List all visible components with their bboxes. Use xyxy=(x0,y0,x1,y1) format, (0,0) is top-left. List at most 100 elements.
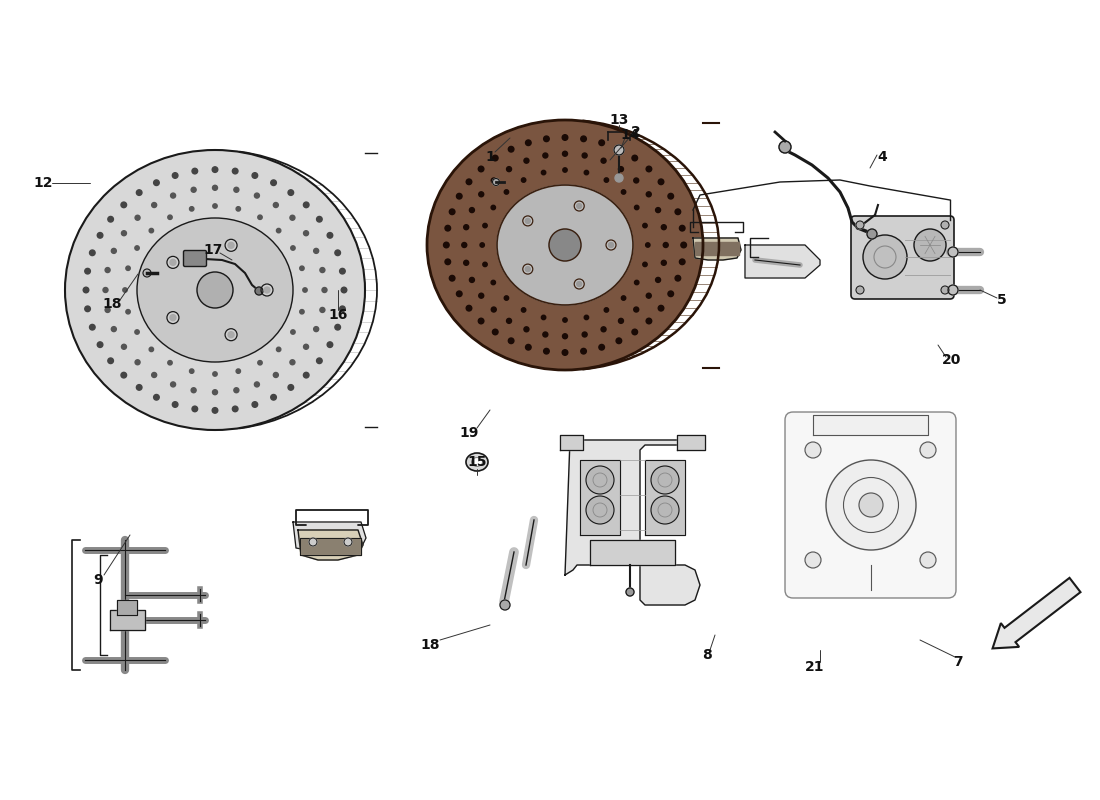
Circle shape xyxy=(681,242,686,248)
Circle shape xyxy=(189,206,194,211)
Circle shape xyxy=(173,173,178,178)
Circle shape xyxy=(191,187,196,192)
Circle shape xyxy=(290,246,295,250)
Circle shape xyxy=(680,259,685,265)
Circle shape xyxy=(526,140,531,146)
Circle shape xyxy=(152,373,156,378)
Ellipse shape xyxy=(65,150,365,430)
Circle shape xyxy=(121,202,126,208)
Circle shape xyxy=(170,193,176,198)
Circle shape xyxy=(121,230,126,236)
Circle shape xyxy=(598,345,605,350)
Circle shape xyxy=(521,308,526,312)
Circle shape xyxy=(948,247,958,257)
FancyArrow shape xyxy=(992,578,1080,649)
Circle shape xyxy=(543,348,549,354)
Circle shape xyxy=(226,239,238,251)
Circle shape xyxy=(562,134,568,140)
Circle shape xyxy=(169,314,176,321)
Circle shape xyxy=(320,307,324,313)
Circle shape xyxy=(191,388,196,393)
Circle shape xyxy=(446,226,451,231)
Circle shape xyxy=(541,315,546,320)
Circle shape xyxy=(290,360,295,365)
Circle shape xyxy=(500,600,510,610)
Circle shape xyxy=(492,178,496,183)
Circle shape xyxy=(581,348,586,354)
Circle shape xyxy=(135,215,140,220)
Circle shape xyxy=(232,406,238,412)
Polygon shape xyxy=(560,435,583,450)
Circle shape xyxy=(314,326,319,332)
Circle shape xyxy=(562,151,568,156)
Circle shape xyxy=(614,145,624,155)
Circle shape xyxy=(189,369,194,374)
Circle shape xyxy=(524,158,529,163)
Circle shape xyxy=(543,136,549,142)
Circle shape xyxy=(675,275,681,281)
Circle shape xyxy=(634,307,639,312)
Circle shape xyxy=(271,180,276,186)
Circle shape xyxy=(212,390,218,394)
Text: 9: 9 xyxy=(94,573,102,587)
Circle shape xyxy=(920,442,936,458)
Polygon shape xyxy=(293,522,366,552)
Circle shape xyxy=(658,306,663,311)
Circle shape xyxy=(85,306,90,312)
Text: 20: 20 xyxy=(943,353,961,367)
Circle shape xyxy=(302,288,307,292)
Polygon shape xyxy=(745,245,820,278)
Circle shape xyxy=(97,342,103,347)
Text: 5: 5 xyxy=(997,293,1006,307)
Circle shape xyxy=(470,207,474,213)
Circle shape xyxy=(478,192,484,197)
Circle shape xyxy=(521,178,526,182)
Circle shape xyxy=(563,168,568,172)
Circle shape xyxy=(504,190,508,194)
Circle shape xyxy=(135,246,140,250)
Circle shape xyxy=(656,207,661,213)
Circle shape xyxy=(492,307,496,312)
Circle shape xyxy=(254,193,260,198)
FancyBboxPatch shape xyxy=(184,250,207,266)
Circle shape xyxy=(288,385,294,390)
Text: 18: 18 xyxy=(420,638,440,652)
Circle shape xyxy=(859,493,883,517)
Circle shape xyxy=(254,382,260,387)
Circle shape xyxy=(261,284,273,296)
Circle shape xyxy=(632,329,638,334)
Circle shape xyxy=(634,178,639,183)
Circle shape xyxy=(456,291,462,297)
Circle shape xyxy=(506,318,512,323)
Circle shape xyxy=(464,225,469,230)
Circle shape xyxy=(212,372,217,376)
Polygon shape xyxy=(590,540,675,565)
Circle shape xyxy=(152,202,156,207)
Circle shape xyxy=(466,306,472,311)
Circle shape xyxy=(856,286,864,294)
Circle shape xyxy=(228,242,234,248)
Circle shape xyxy=(135,330,140,334)
Circle shape xyxy=(276,229,280,233)
Circle shape xyxy=(108,358,113,363)
Circle shape xyxy=(466,179,472,185)
Circle shape xyxy=(604,308,608,312)
Circle shape xyxy=(197,272,233,308)
Circle shape xyxy=(542,332,548,337)
Circle shape xyxy=(562,350,568,355)
Circle shape xyxy=(646,242,650,247)
Circle shape xyxy=(340,306,345,312)
Circle shape xyxy=(150,229,154,233)
Circle shape xyxy=(212,186,218,190)
Circle shape xyxy=(779,141,791,153)
Circle shape xyxy=(97,233,103,238)
Circle shape xyxy=(344,538,352,546)
Circle shape xyxy=(601,158,606,163)
Circle shape xyxy=(642,223,647,228)
Circle shape xyxy=(582,332,587,337)
Circle shape xyxy=(604,178,608,182)
Circle shape xyxy=(290,330,295,334)
Circle shape xyxy=(675,209,681,214)
Circle shape xyxy=(576,203,582,209)
Circle shape xyxy=(232,168,238,174)
